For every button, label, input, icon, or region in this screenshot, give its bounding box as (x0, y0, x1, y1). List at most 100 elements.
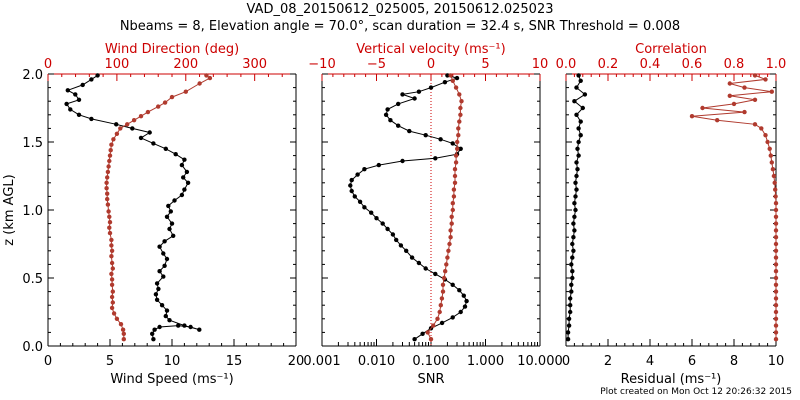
series-top-point (121, 337, 127, 342)
series-bottom-point (164, 214, 170, 219)
series-bottom-point (423, 133, 428, 138)
series-top-point (109, 243, 114, 248)
y-axis-label: z (km AGL) (2, 174, 17, 245)
series-bottom-point (157, 269, 162, 274)
series-top-point (752, 73, 758, 78)
top-tick-label: 100 (104, 57, 129, 72)
series-top-point (183, 89, 188, 94)
series-bottom-point (114, 122, 119, 127)
series-top-point (773, 303, 779, 308)
series-top-point (120, 327, 126, 332)
series-bottom-point (394, 237, 399, 243)
top-tick-label: 0.8 (724, 57, 745, 72)
series-bottom-point (172, 198, 177, 203)
series-top-point (105, 169, 111, 175)
series-top-point (450, 201, 455, 206)
series-bottom-point (130, 126, 135, 131)
bottom-tick-label: 20 (288, 354, 305, 369)
series-top-point (440, 289, 446, 294)
series-bottom-point (445, 73, 450, 78)
series-bottom-point (409, 255, 415, 260)
y-tick-label: 1.0 (22, 204, 43, 219)
series-top-point (204, 73, 209, 78)
series-top-point (109, 294, 115, 300)
series-top-line (691, 74, 777, 340)
series-top-point (109, 260, 115, 266)
series-bottom-point (179, 192, 185, 198)
chart-subtitle: Nbeams = 8, Elevation angle = 70.0°, sca… (119, 19, 681, 34)
series-bottom-point (64, 101, 69, 107)
series-top-point (105, 191, 110, 196)
series-top-point (689, 114, 695, 119)
series-top-point (773, 241, 779, 247)
series-bottom-point (573, 194, 578, 199)
series-bottom-point (420, 331, 425, 336)
series-top-point (773, 214, 779, 219)
series-bottom-point (164, 256, 170, 262)
series-bottom-point (396, 101, 401, 107)
series-top-point (108, 148, 113, 153)
series-bottom-point (374, 216, 379, 221)
series-bottom-point (396, 123, 401, 128)
top-tick-label: −5 (367, 57, 386, 72)
top-tick-label: 5 (481, 57, 489, 72)
series-top-point (767, 146, 772, 151)
series-top-point (110, 300, 116, 305)
series-top-point (438, 303, 443, 308)
series-top-point (773, 337, 779, 342)
series-top-point (769, 89, 774, 94)
series-bottom-point (571, 235, 576, 240)
series-bottom-line (349, 74, 468, 340)
series-bottom-point (383, 112, 389, 118)
series-bottom-point (404, 248, 409, 253)
series-top-point (459, 99, 464, 104)
series-bottom-point (385, 226, 390, 232)
series-top-point (440, 282, 446, 287)
series-bottom-point (416, 89, 422, 94)
series-bottom-point (95, 73, 100, 78)
series-top-point (770, 167, 776, 172)
series-top-point (110, 266, 116, 271)
series-bottom-point (181, 175, 186, 180)
bottom-tick-label: 0 (562, 354, 570, 369)
series-top-point (752, 122, 758, 127)
series-top-point (111, 137, 116, 142)
series-top-point (156, 104, 161, 109)
series-bottom-point (571, 221, 576, 226)
series-top-point (114, 131, 120, 136)
series-top-point (121, 331, 127, 336)
series-bottom-point (348, 183, 353, 188)
series-top-point (109, 237, 114, 243)
bottom-tick-label: 10.000 (517, 354, 563, 369)
series-bottom-point (154, 297, 160, 302)
series-bottom-point (197, 327, 202, 332)
series-bottom-point (388, 118, 393, 123)
series-bottom-point (458, 146, 463, 151)
series-bottom-point (570, 275, 575, 281)
series-top-point (106, 164, 111, 169)
series-bottom-line (567, 75, 586, 340)
series-bottom-point (163, 313, 168, 319)
series-bottom-point (385, 107, 390, 112)
series-top-point (118, 126, 123, 131)
series-top-point (441, 275, 447, 281)
top-tick-label: 0.4 (640, 57, 661, 72)
top-tick-label: 0 (44, 57, 52, 72)
series-bottom-point (355, 172, 360, 177)
series-top-point (109, 282, 115, 287)
series-bottom-point (570, 269, 575, 274)
series-bottom-point (571, 248, 576, 253)
series-bottom-point (76, 97, 82, 103)
series-top-point (107, 158, 112, 164)
series-top-point (759, 126, 764, 131)
bottom-tick-label: 0.100 (412, 354, 449, 369)
series-top-point (448, 235, 453, 240)
top-tick-label: 0.6 (682, 57, 703, 72)
series-bottom-point (565, 337, 571, 342)
series-bottom-point (428, 85, 434, 90)
series-bottom-point (182, 323, 187, 328)
series-top-point (145, 109, 151, 115)
series-top-point (773, 248, 779, 253)
top-tick-label: 0 (427, 57, 435, 72)
bottom-tick-label: 1.000 (467, 354, 504, 369)
